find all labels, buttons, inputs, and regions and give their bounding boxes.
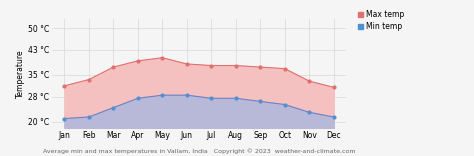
Y-axis label: Temperature: Temperature bbox=[16, 49, 25, 98]
Text: Average min and max temperatures in Vallam, India   Copyright © 2023  weather-an: Average min and max temperatures in Vall… bbox=[43, 149, 356, 154]
Legend: Max temp, Min temp: Max temp, Min temp bbox=[357, 8, 406, 33]
